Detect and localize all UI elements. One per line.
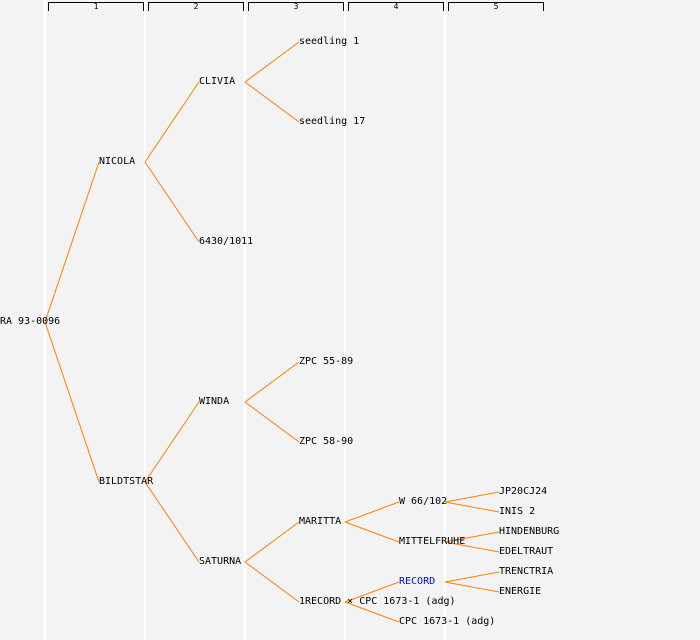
connector-line <box>444 541 500 553</box>
pedigree-node: CPC 1673-1 (adg) <box>399 616 496 627</box>
pedigree-node: WINDA <box>199 396 230 407</box>
pedigree-node: INIS 2 <box>499 506 536 517</box>
connector-line <box>144 161 200 243</box>
pedigree-node: ZPC 55-89 <box>299 356 354 367</box>
pedigree-node: ZPC 58-90 <box>299 436 354 447</box>
pedigree-node: CLIVIA <box>199 76 236 87</box>
connector-line <box>344 601 400 623</box>
generation-header: 3 <box>248 2 344 11</box>
connector-line <box>144 81 200 163</box>
connector-line <box>244 361 300 403</box>
pedigree-node: 6430/1011 <box>199 236 254 247</box>
connector-line <box>244 41 300 83</box>
generation-header: 5 <box>448 2 544 11</box>
pedigree-node: RA 93-0096 <box>0 316 61 327</box>
pedigree-node: seedling 17 <box>299 116 366 127</box>
connector-line <box>344 581 400 603</box>
connector-line <box>144 401 200 483</box>
connector-line <box>244 521 300 563</box>
generation-header: 1 <box>48 2 144 11</box>
connector-line <box>44 161 100 323</box>
connector-line <box>344 501 400 523</box>
pedigree-node: BILDTSTAR <box>99 476 154 487</box>
pedigree-node: NICOLA <box>99 156 136 167</box>
pedigree-node: EDELTRAUT <box>499 546 554 557</box>
pedigree-node: TRENCTRIA <box>499 566 554 577</box>
pedigree-node: HINDENBURG <box>499 526 560 537</box>
column-divider <box>144 0 146 640</box>
pedigree-node: seedling 1 <box>299 36 360 47</box>
column-divider <box>444 0 446 640</box>
connector-line <box>144 481 200 563</box>
pedigree-node: W 66/102 <box>399 496 448 507</box>
connector-line <box>444 501 500 513</box>
connector-line <box>444 531 500 543</box>
connector-line <box>44 321 100 483</box>
generation-header: 2 <box>148 2 244 11</box>
connector-line <box>444 571 500 583</box>
connector-line <box>444 581 500 593</box>
connector-line <box>344 521 400 543</box>
column-divider <box>44 0 46 640</box>
pedigree-node: MITTELFRUHE <box>399 536 466 547</box>
generation-header: 4 <box>348 2 444 11</box>
pedigree-node: ENERGIE <box>499 586 542 597</box>
connector-line <box>244 401 300 443</box>
pedigree-node: SATURNA <box>199 556 242 567</box>
column-divider <box>344 0 346 640</box>
connector-line <box>244 561 300 603</box>
pedigree-node-link[interactable]: RECORD <box>399 576 436 587</box>
connector-line <box>444 491 500 503</box>
pedigree-node: 1RECORD × CPC 1673-1 (adg) <box>299 596 456 607</box>
column-divider <box>244 0 246 640</box>
pedigree-node: MARITTA <box>299 516 342 527</box>
connector-line <box>244 81 300 123</box>
pedigree-node: JP20CJ24 <box>499 486 548 497</box>
